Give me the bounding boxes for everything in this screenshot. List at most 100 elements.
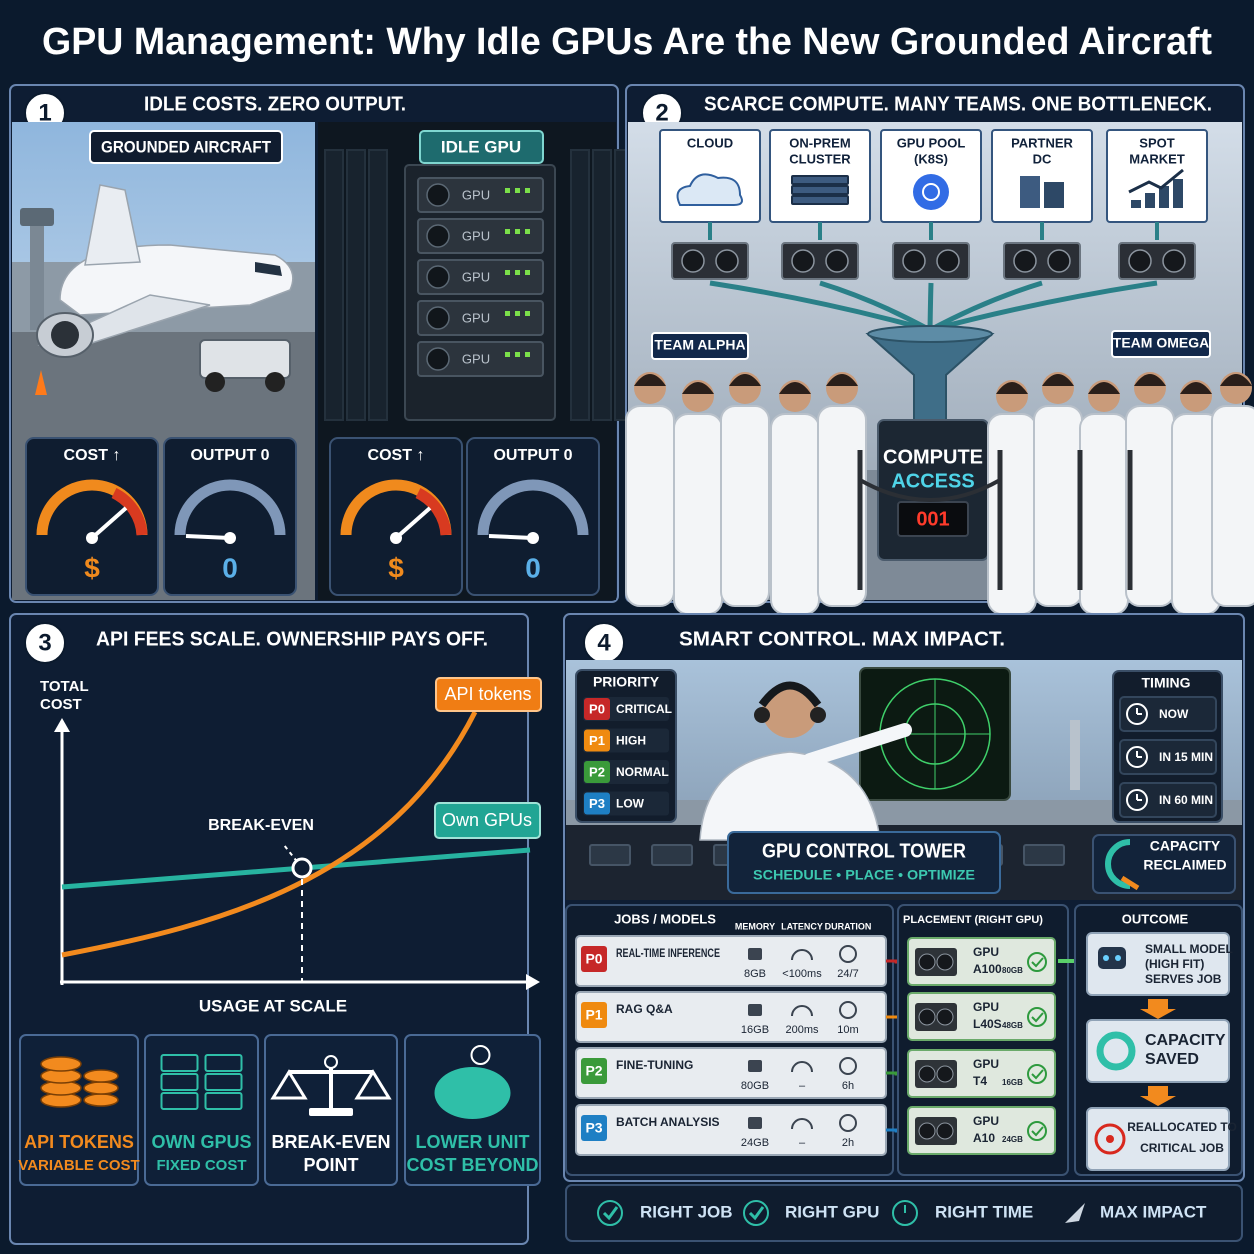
job-tag-box xyxy=(581,1058,607,1084)
status-led xyxy=(515,188,520,193)
gpu-fan xyxy=(426,347,450,371)
panel-heading: IDLE COSTS. ZERO OUTPUT. xyxy=(144,93,406,115)
controller-head xyxy=(762,682,818,738)
memory-icon xyxy=(748,1060,762,1072)
check-mark xyxy=(1031,1012,1044,1023)
priority-label: NORMAL xyxy=(616,765,669,779)
gauge-arc-red xyxy=(111,488,148,536)
panel-number: 3 xyxy=(38,629,51,656)
gauge-arc xyxy=(174,479,286,536)
coin-icon xyxy=(83,1081,119,1095)
job-row xyxy=(575,1047,887,1099)
funnel-arrow xyxy=(928,280,1043,333)
page-title: GPU Management: Why Idle GPUs Are the Ne… xyxy=(42,21,1212,63)
gpu-fan xyxy=(791,249,815,273)
label-box xyxy=(419,130,544,164)
robot-eye xyxy=(1115,955,1121,961)
person-hair xyxy=(996,382,1028,394)
gate-label: COMPUTE xyxy=(883,446,983,468)
status-led xyxy=(515,229,520,234)
tower-box xyxy=(727,831,1001,894)
counter-display xyxy=(897,501,969,537)
footer-label: MAX IMPACT xyxy=(1100,1202,1207,1221)
gpu-fan xyxy=(426,306,450,330)
gpu-memory: 16GB xyxy=(1002,1078,1023,1087)
timing-label: IN 60 MIN xyxy=(1159,793,1213,807)
gauge-label: COST ↑ xyxy=(64,447,121,464)
status-led xyxy=(505,352,510,357)
break-even-point xyxy=(291,857,313,879)
scene-label: IDLE GPU xyxy=(441,137,521,156)
server-icon xyxy=(160,1073,199,1091)
cockpit-window xyxy=(255,262,282,276)
server-icon xyxy=(204,1092,243,1110)
summary-card xyxy=(144,1034,259,1186)
job-duration: 10m xyxy=(837,1024,858,1036)
gpu-label: GPU xyxy=(973,1057,999,1071)
lab-coat xyxy=(987,413,1037,615)
k8s-icon xyxy=(913,174,949,210)
gpu-unit-label: GPU xyxy=(462,228,490,243)
card-label: LOWER UNIT xyxy=(416,1132,530,1152)
gpu-memory: 24GB xyxy=(1002,1135,1023,1144)
gpu-memory: 80GB xyxy=(1002,966,1023,975)
control-tower xyxy=(30,220,44,330)
person-hair xyxy=(729,374,761,386)
priority-tag-box xyxy=(584,729,610,752)
gauge-label: OUTPUT 0 xyxy=(190,447,269,464)
person-hair xyxy=(1134,374,1166,386)
person-hair xyxy=(634,374,666,386)
server-icon xyxy=(791,175,849,185)
outcome-label: CRITICAL JOB xyxy=(1140,1141,1224,1155)
gpu-fan xyxy=(936,1065,954,1083)
gpu-fan xyxy=(918,1008,936,1026)
reclaimed-box xyxy=(1092,834,1236,894)
gauge-needle xyxy=(90,506,128,540)
server-icon xyxy=(204,1054,243,1072)
console-panel xyxy=(589,844,631,866)
footer-label: RIGHT GPU xyxy=(785,1202,879,1221)
job-name: RAG Q&A xyxy=(616,1002,673,1016)
check-mark xyxy=(1031,1069,1044,1080)
target-icon xyxy=(1094,1123,1126,1155)
gauge-value: $ xyxy=(84,552,100,583)
gpu-model: A10 xyxy=(973,1131,995,1145)
funnel-arrow xyxy=(709,280,931,333)
gauge-needle xyxy=(488,534,534,540)
column-header: MEMORY xyxy=(735,921,775,931)
break-even-pointer xyxy=(283,844,303,869)
job-row xyxy=(575,1104,887,1156)
reclaimed-label: RECLAIMED xyxy=(1143,857,1226,873)
job-name: REAL-TIME INFERENCE xyxy=(616,946,720,960)
lab-coat xyxy=(817,405,867,607)
building-icon xyxy=(1020,176,1040,208)
card-label: COST BEYOND xyxy=(406,1155,538,1175)
robot-icon xyxy=(1098,947,1126,969)
gpu-fan xyxy=(1047,249,1071,273)
background-rack xyxy=(324,149,344,421)
panel-number: 1 xyxy=(38,99,51,126)
person-hair xyxy=(1220,374,1252,386)
footer-label: RIGHT JOB xyxy=(640,1202,733,1221)
target-center xyxy=(1106,1135,1114,1143)
gauge-card xyxy=(329,437,463,596)
status-led xyxy=(525,311,530,316)
curve-label: API tokens xyxy=(444,684,531,704)
gpu-unit xyxy=(417,341,544,377)
background-rack xyxy=(368,149,388,421)
funnel-arrow xyxy=(927,282,934,331)
timing-label: IN 15 MIN xyxy=(1159,750,1213,764)
check-icon xyxy=(597,1200,623,1226)
gauge-card xyxy=(466,437,600,596)
curve-label: Own GPUs xyxy=(442,810,532,830)
coin-icon xyxy=(470,1045,491,1065)
column-header: DURATION xyxy=(825,921,872,931)
job-name: BATCH ANALYSIS xyxy=(616,1115,720,1129)
lab-coat xyxy=(1079,413,1129,615)
status-led xyxy=(525,352,530,357)
controller-hair xyxy=(758,681,822,708)
gpu-fan xyxy=(936,249,960,273)
status-led xyxy=(505,270,510,275)
gpu-fan xyxy=(918,1122,936,1140)
